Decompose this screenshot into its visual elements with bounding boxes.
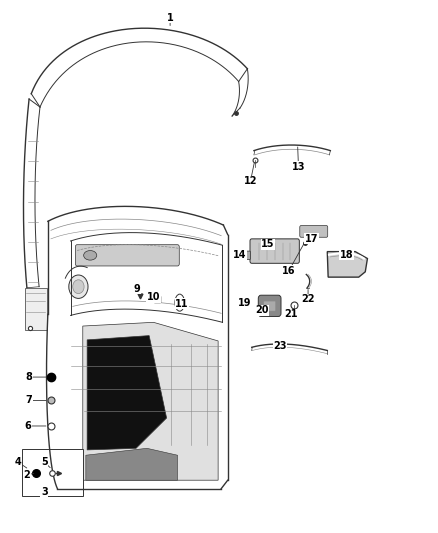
Circle shape bbox=[69, 275, 88, 298]
Text: 9: 9 bbox=[134, 284, 140, 294]
Text: 17: 17 bbox=[305, 234, 318, 244]
Ellipse shape bbox=[84, 251, 97, 260]
Text: 15: 15 bbox=[261, 239, 275, 249]
FancyBboxPatch shape bbox=[75, 245, 179, 266]
FancyBboxPatch shape bbox=[21, 449, 83, 496]
Text: 1: 1 bbox=[167, 13, 173, 23]
Text: 20: 20 bbox=[255, 305, 268, 315]
Text: 22: 22 bbox=[301, 294, 315, 304]
Text: 2: 2 bbox=[24, 470, 30, 480]
Text: 12: 12 bbox=[244, 176, 257, 187]
Polygon shape bbox=[327, 252, 367, 277]
Text: 21: 21 bbox=[284, 309, 298, 319]
Text: 16: 16 bbox=[282, 266, 296, 276]
Text: 23: 23 bbox=[273, 341, 287, 351]
FancyBboxPatch shape bbox=[25, 288, 46, 330]
FancyBboxPatch shape bbox=[264, 301, 276, 311]
FancyBboxPatch shape bbox=[239, 251, 251, 260]
Ellipse shape bbox=[175, 294, 184, 311]
Text: 19: 19 bbox=[237, 297, 251, 308]
Text: 3: 3 bbox=[41, 488, 48, 497]
Text: 7: 7 bbox=[26, 395, 32, 406]
Text: 6: 6 bbox=[25, 421, 31, 431]
Polygon shape bbox=[87, 336, 166, 450]
Circle shape bbox=[73, 280, 84, 294]
FancyBboxPatch shape bbox=[300, 225, 328, 237]
Text: 14: 14 bbox=[233, 250, 247, 260]
Text: 13: 13 bbox=[292, 161, 305, 172]
Text: 5: 5 bbox=[41, 457, 48, 467]
Polygon shape bbox=[83, 322, 218, 480]
FancyBboxPatch shape bbox=[258, 295, 281, 317]
Text: 10: 10 bbox=[147, 292, 160, 302]
Text: 11: 11 bbox=[175, 298, 189, 309]
Text: 4: 4 bbox=[15, 457, 21, 467]
FancyBboxPatch shape bbox=[250, 239, 299, 263]
Text: 18: 18 bbox=[340, 250, 353, 260]
Text: 8: 8 bbox=[26, 372, 32, 382]
Polygon shape bbox=[86, 448, 177, 480]
